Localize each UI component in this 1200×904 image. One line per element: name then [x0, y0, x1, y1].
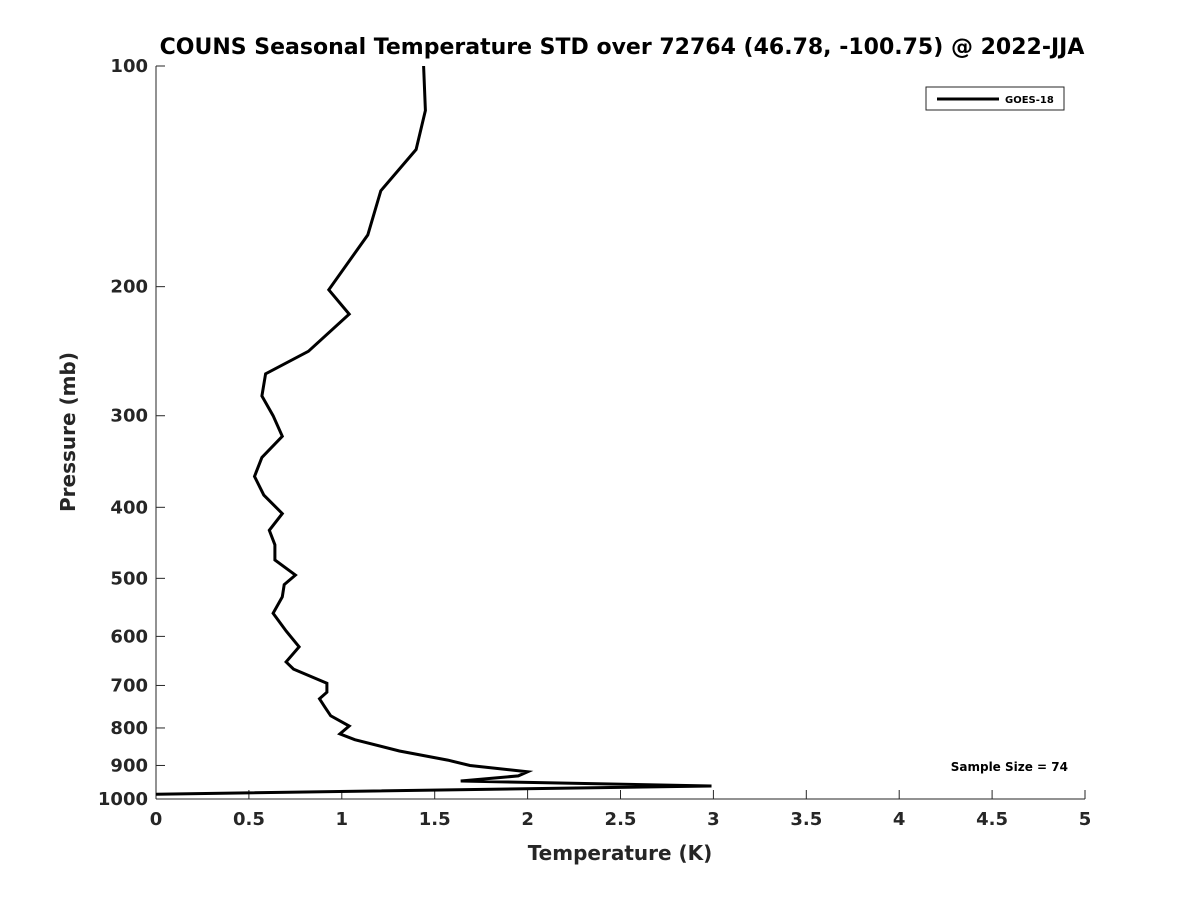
x-axis-ticks: 0 0.5 1 1.5 2 2.5 3 3.5 4 4.5 5 — [150, 790, 1092, 830]
legend-label-goes-18: GOES-18 — [1005, 95, 1054, 106]
legend: GOES-18 — [925, 86, 1065, 111]
x-axis-label: Temperature (K) — [528, 841, 713, 865]
y-tick-label: 800 — [110, 718, 148, 739]
axes — [155, 66, 1085, 800]
y-tick-label: 600 — [110, 626, 148, 647]
y-axis-label: Pressure (mb) — [56, 352, 80, 512]
x-tick-label: 1.5 — [419, 809, 451, 830]
x-tick-label: 2 — [521, 809, 534, 830]
y-tick-label: 200 — [110, 277, 148, 298]
chart-title: COUNS Seasonal Temperature STD over 7276… — [160, 35, 1085, 60]
sample-size-annotation: Sample Size = 74 — [951, 760, 1068, 774]
y-tick-label: 700 — [110, 675, 148, 696]
y-axis-ticks: 100 200 300 400 500 600 700 800 900 1000 — [98, 56, 165, 810]
x-tick-label: 0 — [150, 809, 163, 830]
x-tick-label: 1 — [336, 809, 349, 830]
series-line-goes-18 — [155, 65, 712, 796]
y-tick-label: 100 — [110, 56, 148, 77]
y-tick-label: 500 — [110, 568, 148, 589]
y-tick-label: 300 — [110, 406, 148, 427]
y-tick-label: 400 — [110, 497, 148, 518]
x-tick-label: 2.5 — [605, 809, 637, 830]
x-tick-label: 0.5 — [233, 809, 265, 830]
y-tick-label: 1000 — [98, 789, 148, 810]
y-tick-label: 900 — [110, 755, 148, 776]
series-lines — [155, 65, 712, 796]
x-tick-label: 4 — [893, 809, 906, 830]
x-tick-label: 5 — [1079, 809, 1092, 830]
x-tick-label: 3.5 — [790, 809, 822, 830]
x-tick-label: 3 — [707, 809, 720, 830]
x-tick-label: 4.5 — [976, 809, 1008, 830]
